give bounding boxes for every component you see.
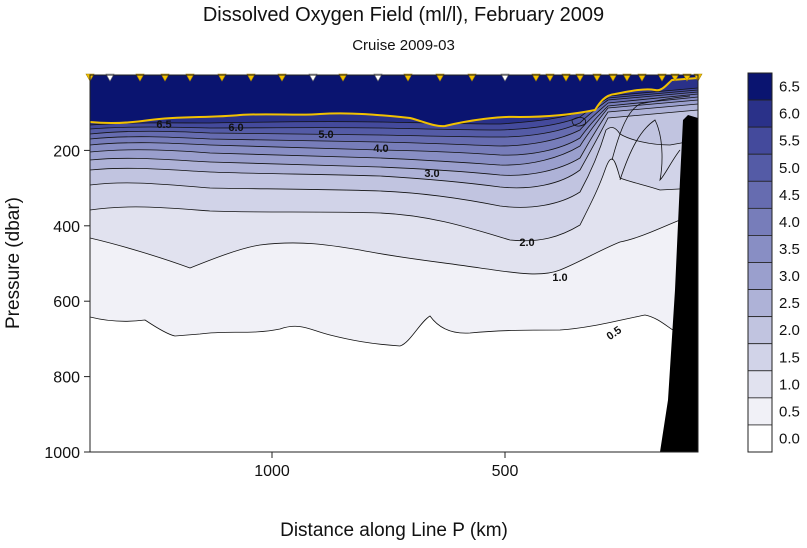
colorbar-frame xyxy=(747,72,773,453)
colorbar-swatch xyxy=(747,153,773,182)
station-marker xyxy=(637,73,647,82)
x-axis: 1000 500 xyxy=(254,452,518,480)
station-marker xyxy=(277,73,287,82)
station-marker xyxy=(160,73,170,82)
station-marker xyxy=(338,73,348,82)
colorbar-label: 1.5 xyxy=(779,349,800,366)
colorbar-label: 4.0 xyxy=(779,214,800,231)
station-marker xyxy=(185,73,195,82)
colorbar-swatch xyxy=(747,316,773,345)
colorbar-label: 4.5 xyxy=(779,187,800,204)
station-marker xyxy=(657,73,667,82)
y-axis-title: Pressure (dbar) xyxy=(3,197,24,329)
x-tick-label: 1000 xyxy=(254,463,290,480)
contour-line-east-2 xyxy=(611,95,691,161)
chart-subtitle: Cruise 2009-03 xyxy=(352,37,455,54)
colorbar-label: 5.5 xyxy=(779,133,800,150)
contour-label: 4.0 xyxy=(373,143,388,155)
station-markers xyxy=(85,73,703,82)
station-marker xyxy=(545,73,555,82)
station-marker xyxy=(308,73,318,82)
station-marker xyxy=(575,73,585,82)
colorbar-swatch xyxy=(747,424,773,453)
colorbar-label: 2.0 xyxy=(779,322,800,339)
station-marker xyxy=(105,73,115,82)
station-marker xyxy=(592,73,602,82)
colorbar-swatch xyxy=(747,72,773,101)
station-marker xyxy=(373,73,383,82)
y-tick-label: 1000 xyxy=(44,445,80,462)
station-marker xyxy=(135,73,145,82)
station-marker xyxy=(608,73,618,82)
station-marker xyxy=(246,73,256,82)
colorbar-label: 1.0 xyxy=(779,376,800,393)
colorbar-label: 3.5 xyxy=(779,241,800,258)
colorbar-label: 5.0 xyxy=(779,160,800,177)
station-marker xyxy=(622,73,632,82)
station-marker xyxy=(682,73,692,82)
colorbar-label: 2.5 xyxy=(779,295,800,312)
colorbar-swatch xyxy=(747,370,773,399)
colorbar-swatch xyxy=(747,343,773,372)
colorbar-label: 6.5 xyxy=(779,79,800,96)
colorbar-swatch xyxy=(747,180,773,209)
station-marker xyxy=(500,73,510,82)
land-mass xyxy=(660,115,698,452)
band-6.5 xyxy=(90,75,698,127)
colorbar-swatch xyxy=(747,126,773,155)
colorbar: 6.5 6.0 5.5 5.0 4.5 4.0 3.5 3.0 2.5 2.0 1.5 1.0 0.5 0… xyxy=(747,72,800,453)
contour-line-east-3 xyxy=(571,117,587,127)
contour-line-east-1 xyxy=(619,119,681,182)
colorbar-swatch xyxy=(747,262,773,290)
y-tick-label: 600 xyxy=(53,294,80,311)
y-axis: 200 400 600 800 1000 xyxy=(44,143,90,462)
y-tick-label: 800 xyxy=(53,370,80,387)
contour-label: 1.0 xyxy=(552,272,567,284)
station-marker xyxy=(670,73,680,82)
colorbar-label: 3.0 xyxy=(779,268,800,285)
colorbar-swatch xyxy=(747,289,773,318)
contour-label: 5.0 xyxy=(318,129,333,141)
contour-label: 3.0 xyxy=(424,168,439,180)
station-marker xyxy=(467,73,477,82)
colorbar-swatch xyxy=(747,99,773,128)
colorbar-label: 6.0 xyxy=(779,106,800,123)
colorbar-swatch xyxy=(747,235,773,263)
contour-label: 6.5 xyxy=(156,119,171,131)
x-axis-title: Distance along Line P (km) xyxy=(280,520,508,541)
station-marker xyxy=(531,73,541,82)
contour-fill-layer xyxy=(90,75,698,347)
contour-6.5-line xyxy=(90,77,698,128)
y-tick-label: 200 xyxy=(53,143,80,160)
station-marker xyxy=(217,73,227,82)
station-marker xyxy=(403,73,413,82)
x-tick-label: 500 xyxy=(492,463,519,480)
colorbar-swatch xyxy=(747,207,773,236)
plot-frame xyxy=(89,74,699,453)
colorbar-label: 0.5 xyxy=(779,403,800,420)
contour-label: 2.0 xyxy=(519,237,534,249)
contour-label: 6.0 xyxy=(228,122,243,134)
station-marker xyxy=(561,73,571,82)
colorbar-label: 0.0 xyxy=(779,430,800,447)
station-marker xyxy=(435,73,445,82)
y-tick-label: 400 xyxy=(53,219,80,236)
colorbar-swatch xyxy=(747,397,773,426)
chart-title: Dissolved Oxygen Field (ml/l), February … xyxy=(202,4,605,26)
